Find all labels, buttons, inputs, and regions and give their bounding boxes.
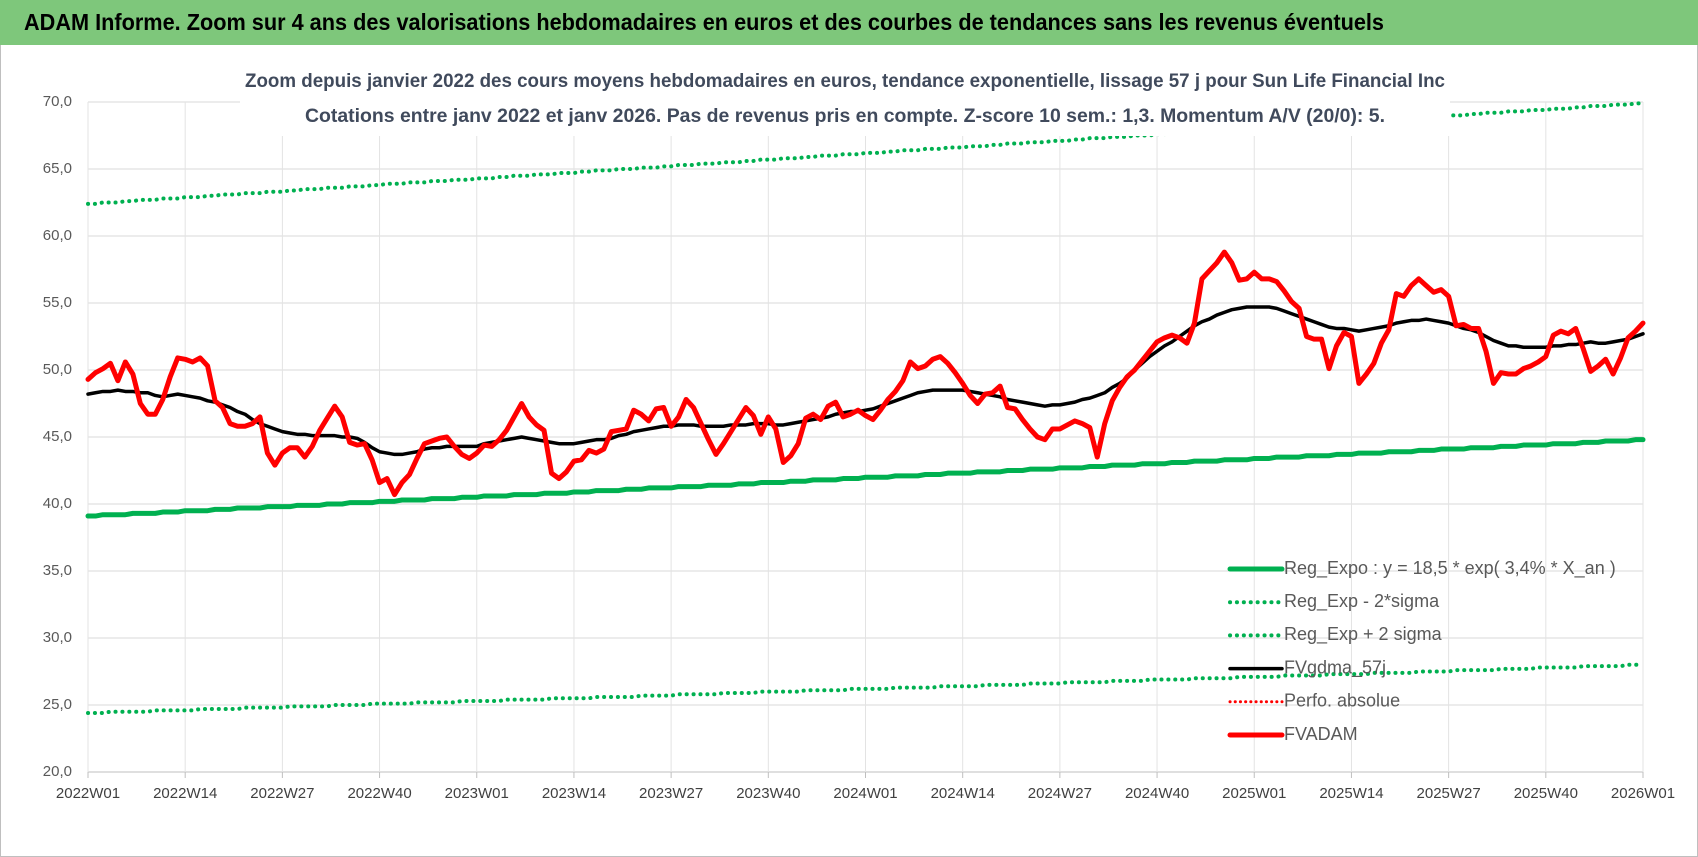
- x-tick-label: 2024W27: [1028, 785, 1092, 802]
- x-tick-label: 2025W01: [1222, 785, 1286, 802]
- x-tick-label: 2023W01: [445, 785, 509, 802]
- y-tick-label: 70,0: [43, 93, 72, 110]
- x-tick-label: 2022W01: [56, 785, 120, 802]
- y-tick-label: 45,0: [43, 428, 72, 445]
- x-tick-label: 2022W14: [153, 785, 217, 802]
- series-line: [85, 437, 1646, 519]
- legend-label: Reg_Expo : y = 18,5 * exp( 3,4% * X_an ): [1284, 558, 1616, 579]
- x-tick-label: 2024W01: [833, 785, 897, 802]
- x-tick-label: 2024W14: [931, 785, 995, 802]
- x-tick-label: 2023W14: [542, 785, 606, 802]
- x-tick-label: 2025W40: [1514, 785, 1578, 802]
- chart-subtitle: Cotations entre janv 2022 et janv 2026. …: [305, 106, 1385, 127]
- y-tick-label: 35,0: [43, 562, 72, 579]
- legend-label: Reg_Exp - 2*sigma: [1284, 591, 1440, 612]
- legend-label: Perfo. absolue: [1284, 691, 1400, 711]
- title-box: [240, 62, 1450, 136]
- y-tick-label: 30,0: [43, 629, 72, 646]
- x-tick-label: 2024W40: [1125, 785, 1189, 802]
- y-tick-label: 60,0: [43, 227, 72, 244]
- legend-label: FVgdma_57j: [1284, 657, 1386, 678]
- series-line: [86, 662, 1645, 716]
- x-tick-label: 2023W40: [736, 785, 800, 802]
- y-tick-label: 40,0: [43, 495, 72, 512]
- header-title: ADAM Informe. Zoom sur 4 ans des valoris…: [24, 9, 1384, 35]
- legend-label: FVADAM: [1284, 724, 1358, 744]
- header-bar: [0, 0, 1698, 45]
- x-tick-label: 2023W27: [639, 785, 703, 802]
- y-tick-label: 50,0: [43, 361, 72, 378]
- x-tick-label: 2025W27: [1417, 785, 1481, 802]
- y-tick-label: 65,0: [43, 160, 72, 177]
- y-tick-label: 20,0: [43, 763, 72, 780]
- x-tick-label: 2022W27: [250, 785, 314, 802]
- legend-label: Reg_Exp + 2 sigma: [1284, 624, 1443, 645]
- x-tick-label: 2022W40: [347, 785, 411, 802]
- x-tick-label: 2025W14: [1319, 785, 1383, 802]
- y-tick-label: 25,0: [43, 696, 72, 713]
- x-tick-label: 2026W01: [1611, 785, 1675, 802]
- y-tick-label: 55,0: [43, 294, 72, 311]
- series-line: [85, 249, 1646, 498]
- chart-title: Zoom depuis janvier 2022 des cours moyen…: [245, 71, 1445, 92]
